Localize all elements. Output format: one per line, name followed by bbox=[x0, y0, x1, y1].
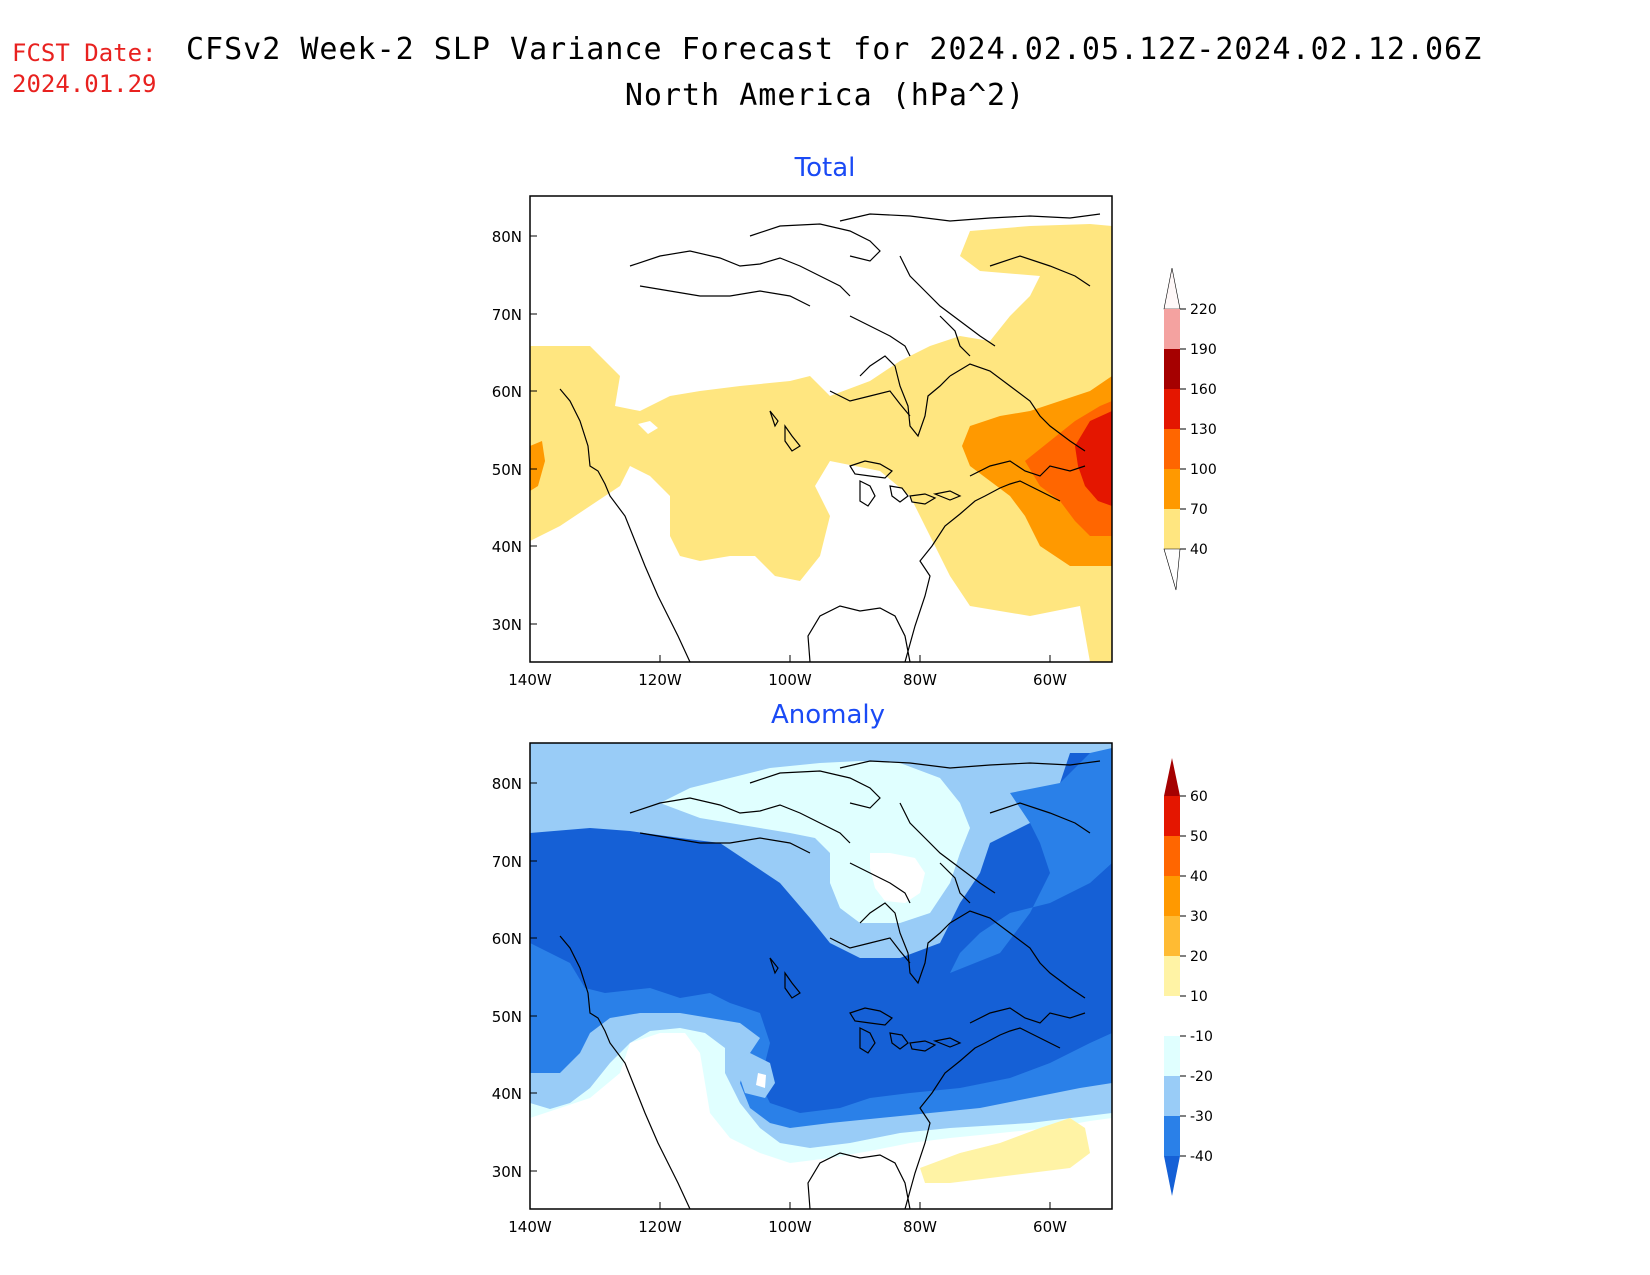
total-colorbar-label: 190 bbox=[1190, 342, 1217, 358]
total-colorbar-label: 70 bbox=[1190, 502, 1208, 518]
anomaly-colorbar: 60 50 40 30 20 10 -10 -20 -30 -40 bbox=[1164, 758, 1213, 1196]
anomaly-lon-label: 60W bbox=[1033, 1218, 1067, 1236]
anomaly-lon-label: 100W bbox=[768, 1218, 812, 1236]
anomaly-lat-label: 30N bbox=[492, 1163, 522, 1181]
page-title: CFSv2 Week-2 SLP Variance Forecast for 2… bbox=[186, 32, 1483, 67]
forecast-date-block: FCST Date: 2024.01.29 bbox=[12, 38, 157, 100]
anomaly-lon-label: 120W bbox=[638, 1218, 682, 1236]
total-lat-axis: 80N 70N 60N 50N 40N 30N bbox=[492, 228, 537, 634]
total-lon-label: 100W bbox=[768, 671, 812, 689]
total-colorbar-label: 160 bbox=[1190, 382, 1217, 398]
anomaly-panel-title: Anomaly bbox=[771, 700, 885, 730]
anomaly-lon-axis: 140W 120W 100W 80W 60W bbox=[508, 1202, 1067, 1236]
total-lat-label: 40N bbox=[492, 538, 522, 556]
total-lat-label: 60N bbox=[492, 383, 522, 401]
total-map-frame bbox=[529, 195, 1113, 663]
anomaly-map-fill bbox=[530, 743, 1112, 1209]
forecast-date-value: 2024.01.29 bbox=[12, 70, 157, 98]
anomaly-colorbar-label: 50 bbox=[1190, 829, 1208, 845]
anomaly-colorbar-label: -40 bbox=[1190, 1149, 1213, 1165]
anomaly-colorbar-label: 30 bbox=[1190, 909, 1208, 925]
anomaly-lat-label: 40N bbox=[492, 1085, 522, 1103]
total-map-panel: Total bbox=[492, 153, 1217, 689]
anomaly-colorbar-label: 10 bbox=[1190, 989, 1208, 1005]
anomaly-lat-label: 50N bbox=[492, 1008, 522, 1026]
anomaly-lat-axis: 80N 70N 60N 50N 40N 30N bbox=[492, 775, 537, 1181]
total-colorbar-label: 130 bbox=[1190, 422, 1217, 438]
anomaly-lon-label: 80W bbox=[903, 1218, 937, 1236]
anomaly-map-panel: Anomaly bbox=[492, 700, 1213, 1236]
anomaly-colorbar-label: -10 bbox=[1190, 1029, 1213, 1045]
total-lon-label: 140W bbox=[508, 671, 552, 689]
total-colorbar-label: 220 bbox=[1190, 302, 1217, 318]
anomaly-lat-label: 80N bbox=[492, 775, 522, 793]
total-colorbar: 220 190 160 130 100 70 40 bbox=[1163, 267, 1217, 591]
total-panel-title: Total bbox=[794, 153, 856, 183]
total-lon-label: 80W bbox=[903, 671, 937, 689]
anomaly-lat-label: 70N bbox=[492, 853, 522, 871]
total-colorbar-label: 40 bbox=[1190, 542, 1208, 558]
anomaly-colorbar-label: 40 bbox=[1190, 869, 1208, 885]
anomaly-colorbar-label: -20 bbox=[1190, 1069, 1213, 1085]
total-lat-label: 30N bbox=[492, 616, 522, 634]
anomaly-lat-label: 60N bbox=[492, 930, 522, 948]
total-lon-label: 60W bbox=[1033, 671, 1067, 689]
total-lat-label: 50N bbox=[492, 461, 522, 479]
total-lon-axis: 140W 120W 100W 80W 60W bbox=[508, 655, 1067, 689]
forecast-date-label: FCST Date: bbox=[12, 39, 157, 67]
total-map-fill bbox=[530, 196, 1112, 662]
anomaly-lon-label: 140W bbox=[508, 1218, 552, 1236]
total-lat-label: 80N bbox=[492, 228, 522, 246]
anomaly-colorbar-label: 20 bbox=[1190, 949, 1208, 965]
page-subtitle: North America (hPa^2) bbox=[624, 78, 1026, 113]
total-colorbar-label: 100 bbox=[1190, 462, 1217, 478]
total-lon-label: 120W bbox=[638, 671, 682, 689]
anomaly-colorbar-label: 60 bbox=[1190, 789, 1208, 805]
total-lat-label: 70N bbox=[492, 306, 522, 324]
anomaly-map-frame bbox=[529, 742, 1113, 1210]
anomaly-colorbar-label: -30 bbox=[1190, 1109, 1213, 1125]
